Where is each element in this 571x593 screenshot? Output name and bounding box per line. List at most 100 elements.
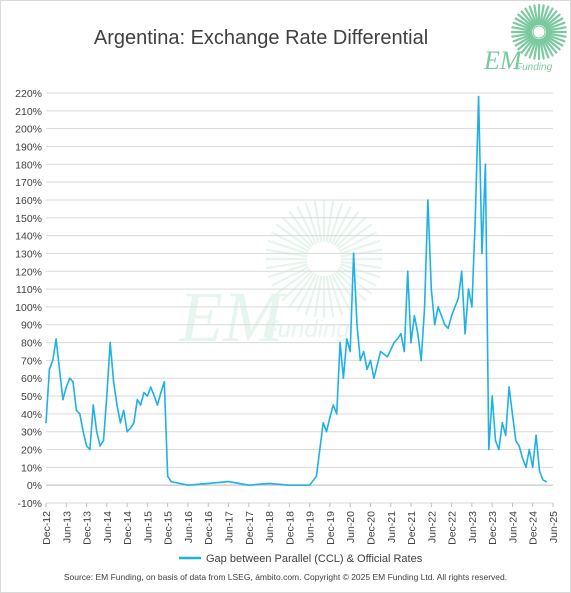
data-point (82, 430, 84, 433)
logo-ray (511, 32, 533, 38)
data-point (156, 404, 159, 406)
logo-ray (313, 275, 323, 318)
x-tick-label: Jun-21 (386, 511, 398, 543)
data-point (89, 448, 91, 451)
data-point (501, 422, 504, 424)
logo-ray (333, 272, 360, 308)
logo-ray (524, 37, 537, 57)
data-point (457, 297, 460, 299)
data-point (454, 306, 456, 308)
data-point (119, 422, 122, 424)
x-tick-label: Jun-13 (61, 511, 73, 543)
data-point (542, 479, 544, 481)
x-tick-label: Dec-21 (406, 511, 418, 545)
series-line (45, 95, 547, 487)
y-tick-label: 10% (21, 462, 42, 474)
data-point (129, 427, 132, 429)
logo-ray (541, 37, 554, 57)
y-tick-label: 80% (21, 338, 42, 350)
logo-ray (267, 239, 308, 255)
data-point (349, 350, 352, 353)
data-point (359, 359, 362, 362)
x-tick-label: Dec-18 (284, 511, 296, 545)
legend-label: Gap between Parallel (CCL) & Official Ra… (206, 553, 423, 565)
data-point (481, 252, 483, 255)
logo-ray (539, 38, 545, 60)
logo-ray (520, 37, 535, 54)
data-point (406, 270, 409, 273)
y-tick-label: 190% (15, 141, 42, 153)
data-point (379, 350, 382, 353)
data-point (444, 323, 446, 326)
chart-title: Argentina: Exchange Rate Differential (93, 27, 429, 49)
data-point (531, 466, 534, 469)
data-point (95, 430, 98, 433)
logo-ray (544, 17, 564, 30)
data-point (170, 480, 172, 483)
y-tick-label: 120% (15, 266, 42, 278)
y-tick-label: 170% (15, 177, 42, 189)
data-point (109, 341, 111, 344)
data-point (325, 430, 328, 433)
x-tick-label: Jun-20 (345, 511, 357, 543)
source-note: Source: EM Funding, on basis of data fro… (63, 572, 508, 582)
logo-ray (533, 38, 539, 60)
x-tick-label: Jun-25 (548, 511, 560, 543)
x-tick-label: Dec-12 (41, 511, 53, 545)
x-tick-label: Jun-24 (507, 511, 519, 543)
data-point (207, 482, 209, 485)
data-point (248, 484, 250, 487)
data-point (68, 377, 71, 380)
data-point (166, 475, 169, 478)
x-tick-label: Dec-22 (447, 511, 459, 545)
logo-ray (325, 275, 335, 318)
logo-ray (545, 33, 566, 43)
y-tick-label: 30% (21, 427, 42, 439)
data-point (79, 413, 81, 415)
data-point (112, 381, 115, 383)
logo-ray (337, 223, 373, 250)
logo-ray (544, 34, 564, 47)
data-point (423, 306, 426, 308)
data-point (126, 430, 128, 433)
y-tick-label: 130% (15, 248, 42, 260)
data-point (437, 306, 439, 308)
data-point (460, 270, 463, 273)
data-point (329, 416, 331, 419)
watermark-funding-text: Funding (263, 316, 350, 343)
data-point (288, 484, 291, 487)
y-tick-label: 160% (15, 195, 42, 207)
data-point (511, 413, 514, 415)
x-tick-label: Jun-18 (264, 511, 276, 543)
data-point (52, 359, 54, 362)
data-point (319, 448, 321, 451)
data-point (116, 404, 118, 406)
data-point (488, 448, 490, 451)
data-point (139, 404, 142, 406)
logo-ray (511, 26, 533, 32)
y-tick-label: 0% (27, 480, 42, 492)
data-point (136, 398, 139, 401)
logo-ray (340, 263, 381, 279)
y-tick-label: 220% (15, 88, 42, 100)
logo-ray (543, 37, 558, 54)
data-point (386, 356, 389, 358)
x-tick-label: Dec-16 (203, 511, 215, 545)
logo-em-text: EM (483, 46, 523, 75)
data-point (356, 323, 358, 326)
logo-ray (545, 21, 566, 31)
data-point (400, 332, 402, 335)
logo-ray (331, 206, 352, 245)
data-point (440, 315, 443, 317)
data-point (342, 377, 345, 380)
y-tick-label: 90% (21, 320, 42, 332)
data-point (535, 434, 537, 437)
logo-ray (275, 223, 311, 250)
data-point (143, 391, 145, 394)
y-tick-label: -10% (17, 498, 42, 510)
data-point (484, 163, 487, 166)
data-point (339, 341, 341, 344)
data-point (528, 448, 531, 451)
